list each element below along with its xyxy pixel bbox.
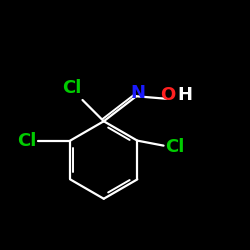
Text: Cl: Cl [165,138,184,156]
Text: Cl: Cl [17,132,36,150]
Text: Cl: Cl [62,79,81,97]
Text: N: N [130,84,145,102]
Text: O: O [160,86,175,104]
Text: H: H [178,86,192,104]
